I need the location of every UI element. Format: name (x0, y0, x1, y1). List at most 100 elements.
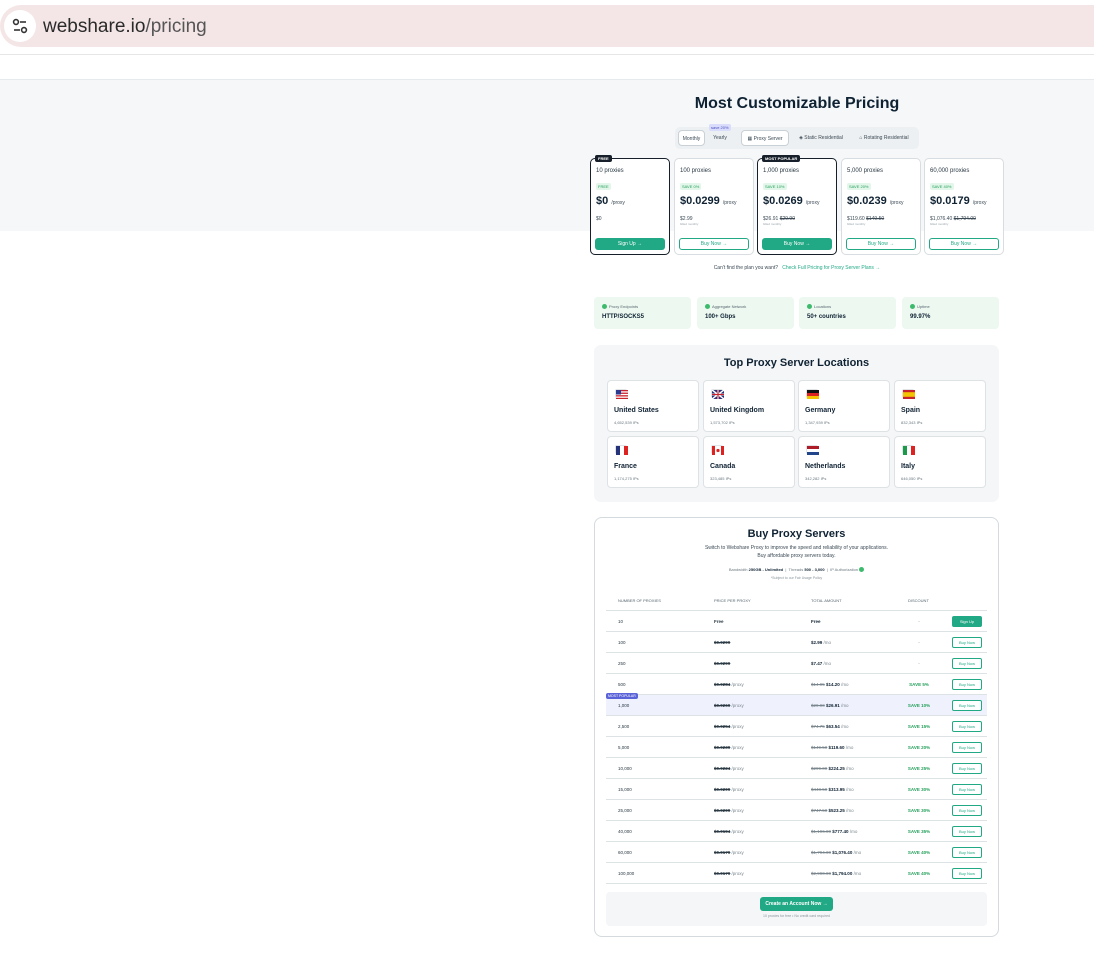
cell-price: $0.0239 /proxy (714, 745, 744, 750)
row-buy-button[interactable]: Buy Now (952, 847, 982, 858)
location-card-it[interactable]: Italy 646,050 IPs (894, 436, 986, 488)
cell-quantity: 5,000 (618, 745, 630, 750)
cant-find-plan: Can't find the plan you want? Check Full… (713, 265, 881, 271)
cell-price: $0.0254 /proxy (714, 724, 744, 729)
location-card-fr[interactable]: France 1,174,275 IPs (607, 436, 699, 488)
table-row: 10,000 $0.0224 /proxy $299.00 $224.25 /mo S… (606, 758, 987, 779)
cell-quantity: 2,500 (618, 724, 630, 729)
row-divider (606, 841, 987, 842)
billing-yearly-toggle[interactable]: Yearly (713, 135, 727, 141)
most-popular-badge: MOST POPULAR (606, 693, 638, 699)
ca-flag-icon (711, 445, 724, 455)
row-buy-button[interactable]: Buy Now (952, 784, 982, 795)
row-buy-button[interactable]: Buy Now (952, 658, 982, 669)
table-row: 10 Free Free - Sign Up (606, 611, 987, 632)
check-icon (602, 304, 607, 310)
buy-title: Buy Proxy Servers (747, 528, 846, 540)
us-flag-icon (615, 389, 628, 399)
check-icon (910, 304, 915, 310)
row-divider (606, 799, 987, 800)
plan-price: $0.0239 /proxy (847, 195, 904, 207)
plan-qty: 60,000 proxies (930, 168, 970, 174)
row-buy-button[interactable]: Buy Now (952, 721, 982, 732)
row-buy-button[interactable]: Sign Up (952, 616, 982, 627)
cell-quantity: 100,000 (618, 871, 635, 876)
plan-card-100[interactable]: 100 proxies SAVE 0% $0.0299 /proxy $2.99… (674, 158, 754, 255)
plan-price: $0.0269 /proxy (763, 195, 820, 207)
row-buy-button[interactable]: Buy Now (952, 763, 982, 774)
row-buy-button[interactable]: Buy Now (952, 637, 982, 648)
yearly-save-badge: save 20% (709, 124, 731, 131)
cell-price: $0.0179 /proxy (714, 871, 744, 876)
table-row: 1,000 $0.0269 /proxy $29.90 $26.91 /mo SAVE… (606, 695, 987, 716)
row-buy-button[interactable]: Buy Now (952, 742, 982, 753)
cell-quantity: 10,000 (618, 766, 632, 771)
row-divider (606, 610, 987, 611)
buy-now-button[interactable]: Buy Now → (679, 238, 749, 250)
cell-price: $0.0209 /proxy (714, 808, 744, 813)
cta-note: 10 proxies for free • No credit card req… (763, 914, 830, 918)
plan-badge: SAVE 0% (680, 183, 702, 190)
cell-price: $0.0194 /proxy (714, 829, 744, 834)
location-card-uk[interactable]: United Kingdom 1,573,702 IPs (703, 380, 795, 432)
row-buy-button[interactable]: Buy Now (952, 700, 982, 711)
row-divider (606, 883, 987, 884)
row-buy-button[interactable]: Buy Now (952, 868, 982, 879)
billing-monthly-toggle[interactable]: Monthly (678, 130, 705, 146)
cell-discount: SAVE 40% (907, 871, 931, 876)
plan-billing-note: billed monthly (763, 222, 782, 226)
full-pricing-link[interactable]: Check Full Pricing for Proxy Server Plan… (782, 265, 881, 271)
tab-static-residential[interactable]: ◈ Static Residential (799, 135, 843, 141)
address-bar[interactable]: webshare.io/pricing (0, 5, 1094, 47)
buy-now-button[interactable]: Buy Now → (846, 238, 916, 250)
plan-card-5000[interactable]: 5,000 proxies SAVE 20% $0.0239 /proxy $1… (841, 158, 921, 255)
table-row: 100 $0.0299 $2.99 /mo - Buy Now (606, 632, 987, 653)
plan-card-60000[interactable]: 60,000 proxies SAVE 40% $0.0179 /proxy $… (924, 158, 1004, 255)
plan-card-free[interactable]: FREE 10 proxies FREE $0 /proxy $0 Sign U… (590, 155, 670, 255)
row-buy-button[interactable]: Buy Now (952, 805, 982, 816)
stat-locations: Locations 50+ countries (799, 297, 896, 329)
plan-card-1000[interactable]: MOST POPULAR 1,000 proxies SAVE 10% $0.0… (757, 155, 837, 255)
plan-price: $0.0299 /proxy (680, 195, 737, 207)
plan-billing-note: billed monthly (930, 222, 949, 226)
fair-usage-note: *Subject to our Fair Usage Policy (770, 576, 823, 580)
row-buy-button[interactable]: Buy Now (952, 679, 982, 690)
buy-now-button[interactable]: Buy Now → (762, 238, 832, 250)
buy-now-button[interactable]: Buy Now → (929, 238, 999, 250)
plan-price: $0 /proxy (596, 195, 625, 207)
plan-billing-note: billed monthly (680, 222, 699, 226)
cell-total: Free (811, 619, 821, 624)
cell-total: $299.00 $224.25 /mo (811, 766, 854, 771)
location-card-ca[interactable]: Canada 323,485 IPs (703, 436, 795, 488)
tab-rotating-residential[interactable]: ⌂ Rotating Residential (859, 135, 909, 141)
location-card-us[interactable]: United States 4,652,539 IPs (607, 380, 699, 432)
cell-total: $2.99 /mo (811, 640, 832, 645)
plan-badge: FREE (596, 183, 611, 190)
locations-title: Top Proxy Server Locations (723, 357, 870, 369)
check-icon (705, 304, 710, 310)
cell-discount: - (918, 619, 920, 624)
location-card-es[interactable]: Spain 832,343 IPs (894, 380, 986, 432)
site-settings-icon[interactable] (4, 10, 36, 42)
cell-discount: SAVE 35% (907, 829, 931, 834)
cell-quantity: 1,000 (618, 703, 630, 708)
tab-proxy-server[interactable]: ▦ Proxy Server (741, 130, 789, 146)
location-card-de[interactable]: Germany 1,347,939 IPs (798, 380, 890, 432)
url-text[interactable]: webshare.io/pricing (43, 16, 207, 37)
plan-toggles: Monthly Yearly ▦ Proxy Server ◈ Static R… (675, 127, 919, 149)
cell-discount: SAVE 25% (907, 766, 931, 771)
stat-proxy-endpoints: Proxy Endpoints HTTP/SOCKS5 (594, 297, 691, 329)
cell-total: $14.95 $14.20 /mo (811, 682, 849, 687)
row-buy-button[interactable]: Buy Now (952, 826, 982, 837)
plan-total: $119.60 $149.50 (847, 216, 885, 222)
location-card-nl[interactable]: Netherlands 342,282 IPs (798, 436, 890, 488)
plan-qty: 5,000 proxies (847, 168, 884, 174)
create-account-button[interactable]: Create an Account Now → (760, 897, 833, 911)
row-divider (606, 715, 987, 716)
fr-flag-icon (615, 445, 628, 455)
cell-price: $0.0299 (714, 661, 731, 666)
plan-qty: 10 proxies (596, 168, 624, 174)
row-divider (606, 631, 987, 632)
sign-up-button[interactable]: Sign Up → (595, 238, 665, 250)
buy-specs: Bandwidth 250GB - Unlimited | Threads 50… (594, 567, 999, 573)
